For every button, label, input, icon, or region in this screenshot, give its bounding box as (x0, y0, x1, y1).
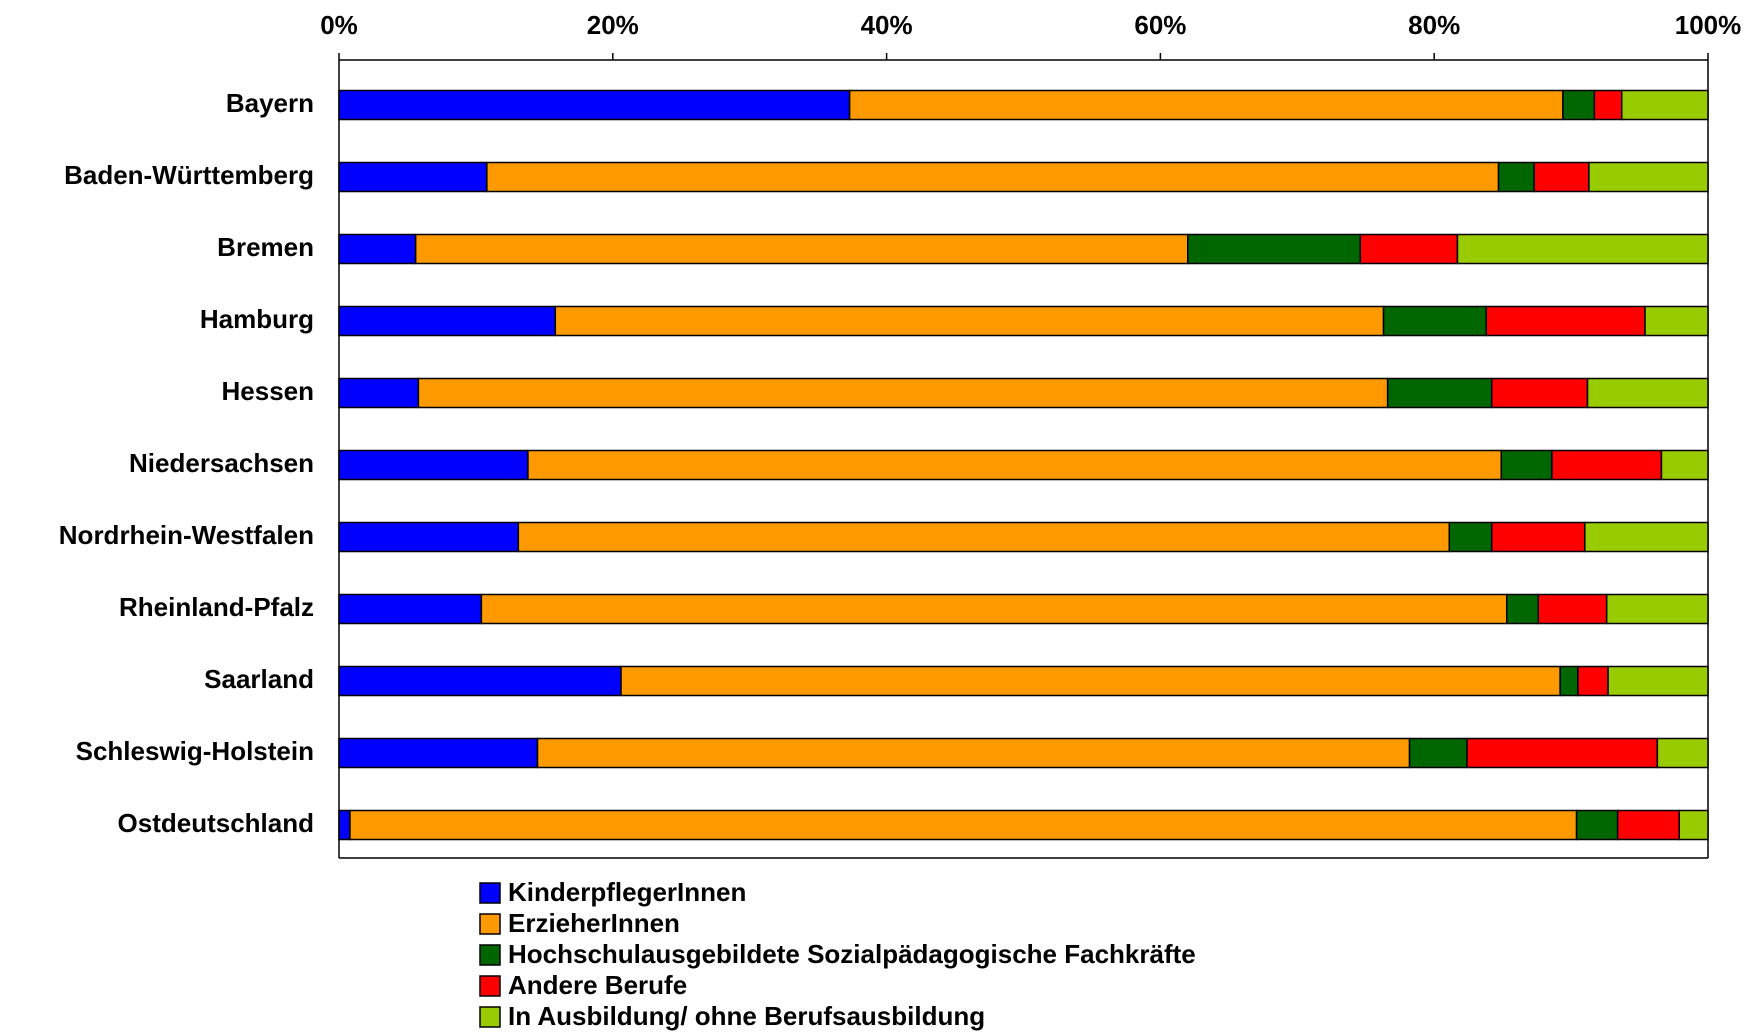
legend-swatch (479, 975, 501, 997)
bar-segment (1187, 233, 1362, 265)
bar-segment (1448, 521, 1493, 553)
x-tick-label: 100% (1675, 10, 1742, 40)
legend-label: KinderpflegerInnen (508, 877, 746, 907)
bar-segment (517, 521, 1451, 553)
bar-segment (338, 89, 851, 121)
bar-segment (1466, 737, 1659, 769)
legend-label: In Ausbildung/ ohne Berufsausbildung (508, 1001, 985, 1031)
bar-segment (1537, 593, 1608, 625)
legend-swatch (479, 882, 501, 904)
x-tick-label: 80% (1408, 10, 1460, 40)
bar-segment (338, 521, 520, 553)
bar-segment (1408, 737, 1468, 769)
bar-segment (1577, 665, 1609, 697)
bar-segment (1490, 377, 1589, 409)
bar-segment (1621, 89, 1709, 121)
legend-swatch (479, 913, 501, 935)
bar-segment (620, 665, 1561, 697)
y-tick-label: Bremen (217, 232, 314, 262)
bar-segment (1559, 665, 1579, 697)
bar-segment (338, 809, 351, 841)
y-tick-label: Niedersachsen (129, 448, 314, 478)
y-tick-label: Saarland (204, 664, 314, 694)
bar-segment (1485, 305, 1646, 337)
y-tick-label: Schleswig-Holstein (76, 736, 314, 766)
bar-segment (1586, 377, 1709, 409)
bar-segment (1359, 233, 1459, 265)
bar-segment (1678, 809, 1709, 841)
bar-segment (338, 305, 557, 337)
bar-segment (527, 449, 1503, 481)
bar-segment (486, 161, 1500, 193)
y-tick-label: Hessen (222, 376, 315, 406)
bar-segment (1656, 737, 1709, 769)
y-tick-label: Bayern (226, 88, 314, 118)
bar-segment (1616, 809, 1681, 841)
x-tick-label: 20% (587, 10, 639, 40)
legend-label: Andere Berufe (508, 970, 687, 1000)
bar-segment (1593, 89, 1623, 121)
bar-segment (1575, 809, 1619, 841)
y-tick-label: Baden-Württemberg (64, 160, 314, 190)
bar-segment (1660, 449, 1709, 481)
bar-segment (1497, 161, 1535, 193)
bar-segment (338, 593, 483, 625)
y-tick-label: Hamburg (200, 304, 314, 334)
bar-segment (1490, 521, 1586, 553)
bar-segment (349, 809, 1578, 841)
legend-swatch (479, 1006, 501, 1028)
x-tick-label: 0% (320, 10, 358, 40)
bar-segment (338, 449, 529, 481)
legend-label: ErzieherInnen (508, 908, 680, 938)
bar-segment (417, 377, 1389, 409)
bar-segment (338, 377, 420, 409)
y-tick-label: Nordrhein-Westfalen (59, 520, 314, 550)
bar-segment (1584, 521, 1709, 553)
bar-segment (554, 305, 1385, 337)
bar-segment (1605, 593, 1709, 625)
bar-segment (1500, 449, 1553, 481)
bar-segment (1588, 161, 1709, 193)
bar-segment (338, 665, 622, 697)
bar-segment (414, 233, 1189, 265)
bar-segment (1382, 305, 1487, 337)
bar-segment (1562, 89, 1596, 121)
bar-segment (338, 737, 539, 769)
bar-segment (1506, 593, 1539, 625)
bar-segment (536, 737, 1411, 769)
y-tick-label: Ostdeutschland (118, 808, 314, 838)
bar-segment (1607, 665, 1709, 697)
bar-segment (1456, 233, 1709, 265)
bar-segment (848, 89, 1564, 121)
y-tick-label: Rheinland-Pfalz (119, 592, 314, 622)
bar-segment (338, 233, 417, 265)
x-tick-label: 60% (1134, 10, 1186, 40)
bar-segment (1644, 305, 1709, 337)
legend-swatch (479, 944, 501, 966)
bar-segment (480, 593, 1508, 625)
legend-label: Hochschulausgebildete Sozialpädagogische… (508, 939, 1196, 969)
bar-segment (1533, 161, 1590, 193)
bar-segment (1551, 449, 1663, 481)
bar-segment (1386, 377, 1493, 409)
bar-segment (338, 161, 488, 193)
x-tick-label: 40% (861, 10, 913, 40)
